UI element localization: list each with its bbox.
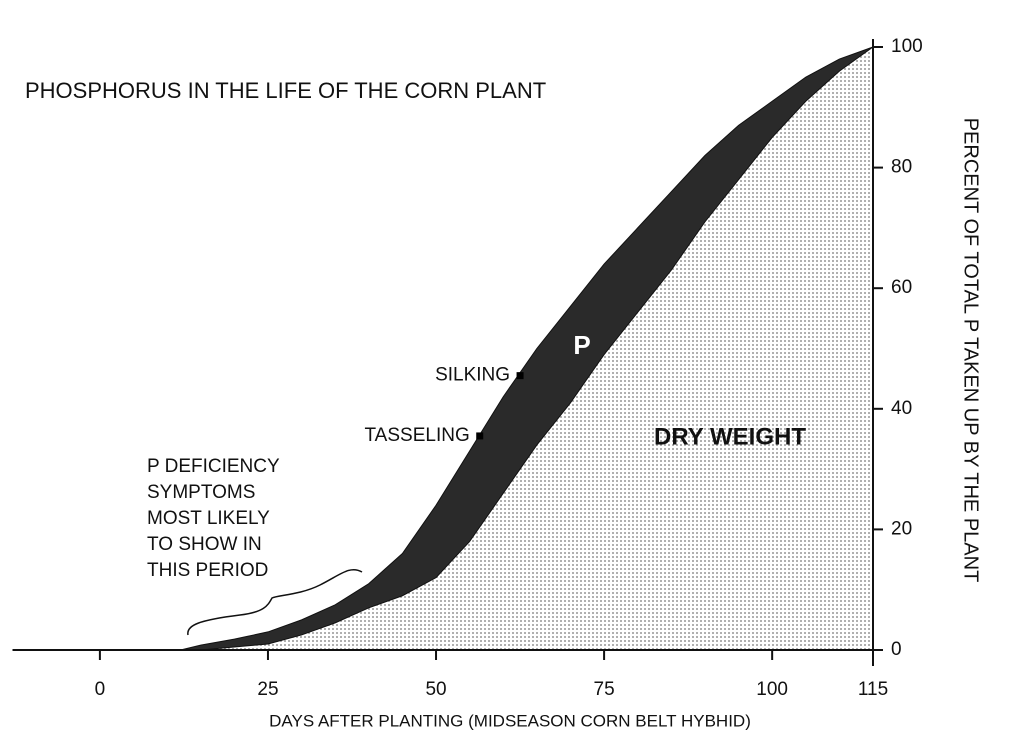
annotation: SYMPTOMS xyxy=(147,482,255,503)
x-tick-label: 0 xyxy=(95,679,106,700)
y-tick-label: 80 xyxy=(891,157,912,178)
chart-title: PHOSPHORUS IN THE LIFE OF THE CORN PLANT xyxy=(25,78,546,103)
x-tick-label: 115 xyxy=(858,679,888,700)
marker-label: SILKING xyxy=(435,365,510,386)
x-axis-label: DAYS AFTER PLANTING (MIDSEASON CORN BELT… xyxy=(269,711,751,730)
annotation: MOST LIKELY xyxy=(147,508,270,529)
x-tick-label: 75 xyxy=(594,679,615,700)
y-tick-label: 60 xyxy=(891,277,912,298)
y-axis-label: PERCENT OF TOTAL P TAKEN UP BY THE PLANT xyxy=(960,118,982,583)
marker xyxy=(516,372,524,380)
series-label: P xyxy=(573,330,590,360)
y-tick-label: 100 xyxy=(891,36,923,57)
y-tick-label: 40 xyxy=(891,398,912,419)
series-label: DRY WEIGHT xyxy=(654,423,806,450)
marker-label: TASSELING xyxy=(364,425,469,446)
area xyxy=(12,46,874,651)
y-tick-label: 0 xyxy=(891,639,902,660)
x-tick-label: 25 xyxy=(257,679,278,700)
annotation: P DEFICIENCY xyxy=(147,456,280,477)
marker xyxy=(476,432,484,440)
period-bracket xyxy=(187,568,363,636)
x-tick-label: 100 xyxy=(756,679,788,700)
annotation: THIS PERIOD xyxy=(147,560,268,581)
annotation: TO SHOW IN xyxy=(147,534,262,555)
x-tick-label: 50 xyxy=(425,679,446,700)
y-tick-label: 20 xyxy=(891,518,912,539)
